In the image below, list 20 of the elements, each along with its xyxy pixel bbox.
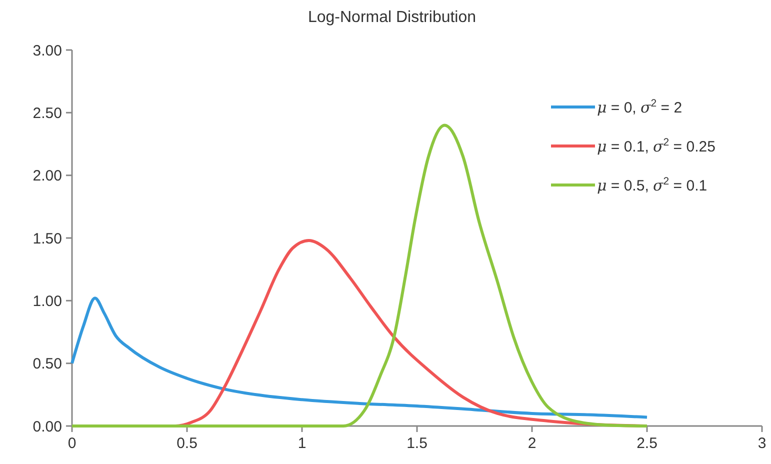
y-tick-label: 0.50 (32, 356, 62, 373)
x-tick-label: 0 (68, 435, 76, 452)
legend-label: μ = 0, σ$^{2}$ = 2 (597, 97, 682, 116)
y-tick-label: 0.00 (32, 418, 62, 436)
x-tick-label: 1.5 (406, 435, 428, 452)
x-tick-label: 1 (298, 435, 306, 452)
legend-label: μ = 0.5, σ$^{2}$ = 0.1 (597, 175, 708, 194)
y-tick-label: 1.50 (32, 230, 62, 248)
x-tick-label: 0.5 (176, 435, 198, 452)
x-tick-label: 2 (528, 435, 536, 452)
y-tick-label: 3.00 (32, 42, 62, 60)
y-tick-label: 1.00 (32, 292, 62, 310)
line-series (70, 124, 648, 428)
x-tick-label: 2.5 (636, 435, 658, 452)
y-tick-label: 2.50 (32, 104, 62, 122)
x-tick-label: 3 (758, 435, 766, 452)
chart-title: Log-Normal Distribution (308, 9, 476, 26)
line-series (70, 296, 648, 419)
legend-label: μ = 0.1, σ$^{2}$ = 0.25 (597, 136, 716, 156)
y-tick-label: 2.00 (32, 168, 62, 185)
